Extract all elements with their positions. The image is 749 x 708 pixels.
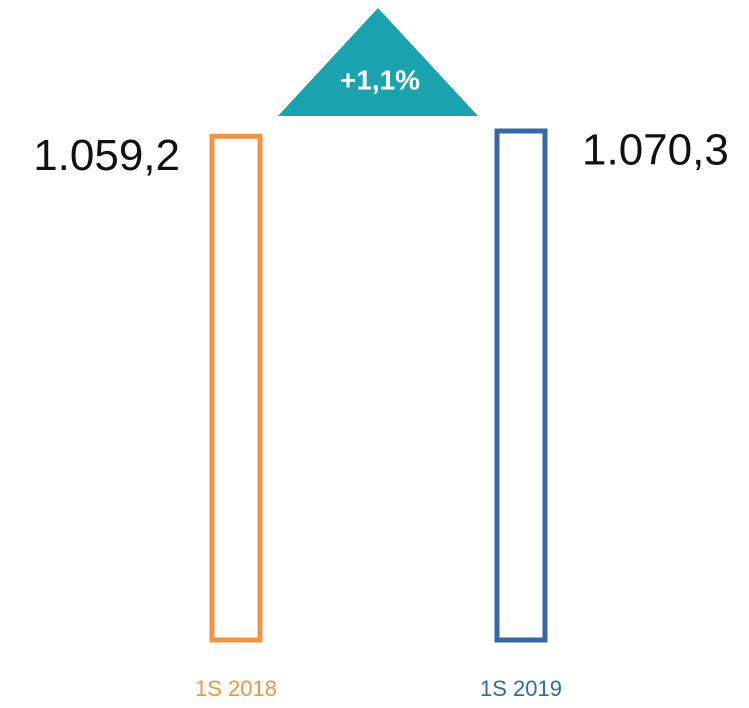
x-tick-label: 1S 2018 xyxy=(195,676,277,701)
value-label: 1.059,2 xyxy=(33,131,180,180)
bar xyxy=(494,128,548,643)
change-badge xyxy=(278,8,478,116)
x-tick-label: 1S 2019 xyxy=(480,676,562,701)
value-label: 1.070,3 xyxy=(582,126,729,175)
change-annotation: +1,1% xyxy=(340,64,420,95)
bar xyxy=(209,133,263,643)
